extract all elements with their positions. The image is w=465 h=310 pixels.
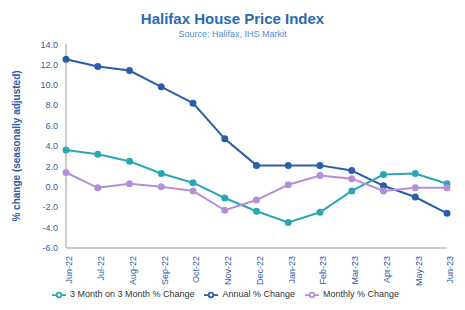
html-text:Halifax House Price Index: Halifax House Price Index [140,10,325,27]
html-text:Source: Halifax, IHS Markit: Source: Halifax, IHS Markit [178,29,287,39]
svg-text:% change (seasonally adjusted): % change (seasonally adjusted) [11,70,22,221]
svg-text:12.0: 12.0 [40,60,58,70]
svg-text:14.0: 14.0 [40,40,58,50]
html-text:Monthly % Change: Monthly % Change [323,289,400,300]
svg-text:2.0: 2.0 [45,162,58,172]
svg-text:-2.0: -2.0 [42,202,58,212]
svg-text:May-23: May-23 [414,256,424,286]
svg-text:0.0: 0.0 [45,182,58,192]
svg-text:Jul-22: Jul-22 [96,256,106,281]
svg-text:Jun-22: Jun-22 [64,256,74,284]
html-text:Annual % Change: Annual % Change [222,289,295,300]
svg-text:Oct-22: Oct-22 [191,256,201,283]
svg-text:Aug-22: Aug-22 [128,256,138,285]
svg-text:Mar-23: Mar-23 [350,256,360,285]
svg-text:Dec-22: Dec-22 [255,256,265,285]
svg-text:8.0: 8.0 [45,100,58,110]
svg-text:-4.0: -4.0 [42,223,58,233]
svg-text:Nov-22: Nov-22 [223,256,233,285]
svg-text:6.0: 6.0 [45,121,58,131]
svg-text:4.0: 4.0 [45,141,58,151]
svg-text:Jun-23: Jun-23 [445,256,455,284]
svg-text:Apr-23: Apr-23 [382,256,392,283]
svg-text:Feb-23: Feb-23 [318,256,328,285]
svg-text:-6.0: -6.0 [42,243,58,253]
html-text:3 Month on 3 Month % Change: 3 Month on 3 Month % Change [69,289,195,300]
svg-text:Sep-22: Sep-22 [160,256,170,285]
svg-text:Jan-23: Jan-23 [287,256,297,284]
svg-text:10.0: 10.0 [40,80,58,90]
